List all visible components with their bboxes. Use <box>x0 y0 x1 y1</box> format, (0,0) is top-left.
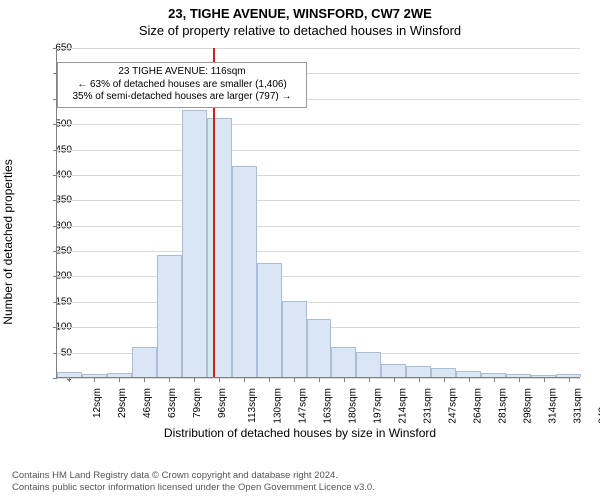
x-tick-label: 130sqm <box>273 388 284 424</box>
histogram-bar <box>157 255 182 377</box>
histogram-bar <box>132 347 157 377</box>
histogram-bar <box>506 374 531 377</box>
gridline <box>57 150 580 151</box>
histogram-bar <box>431 368 456 377</box>
y-axis-label: Number of detached properties <box>1 159 15 324</box>
annotation-line: 23 TIGHE AVENUE: 116sqm <box>64 66 300 79</box>
x-tick-label: 180sqm <box>348 388 359 424</box>
histogram-bar <box>232 166 257 377</box>
histogram-bar <box>331 347 356 377</box>
histogram-bar <box>207 118 232 377</box>
chart-title-sub: Size of property relative to detached ho… <box>0 21 600 38</box>
gridline <box>57 226 580 227</box>
x-tick-label: 314sqm <box>547 388 558 424</box>
annotation-box: 23 TIGHE AVENUE: 116sqm← 63% of detached… <box>57 62 307 108</box>
x-tick-label: 46sqm <box>142 388 153 418</box>
histogram-bar <box>107 373 132 377</box>
histogram-bar <box>282 301 307 377</box>
x-tick-label: 147sqm <box>298 388 309 424</box>
plot-area: 23 TIGHE AVENUE: 116sqm← 63% of detached… <box>56 48 580 378</box>
annotation-line: 35% of semi-detached houses are larger (… <box>64 91 300 104</box>
histogram-bar <box>182 110 207 377</box>
gridline <box>57 302 580 303</box>
chart-title-main: 23, TIGHE AVENUE, WINSFORD, CW7 2WE <box>0 0 600 21</box>
gridline <box>57 175 580 176</box>
x-tick-label: 197sqm <box>373 388 384 424</box>
histogram-bar <box>481 373 506 377</box>
x-tick-label: 264sqm <box>472 388 483 424</box>
gridline <box>57 200 580 201</box>
x-tick-label: 231sqm <box>422 388 433 424</box>
histogram-bar <box>456 371 481 377</box>
gridline <box>57 276 580 277</box>
x-tick-label: 96sqm <box>217 388 228 418</box>
histogram-bar <box>307 319 332 377</box>
gridline <box>57 251 580 252</box>
histogram-bar <box>356 352 381 377</box>
x-tick-label: 12sqm <box>92 388 103 418</box>
annotation-line: ← 63% of detached houses are smaller (1,… <box>64 79 300 92</box>
chart-area: Number of detached properties 0501001502… <box>0 42 600 442</box>
histogram-bar <box>556 374 581 377</box>
footer-line-2: Contains public sector information licen… <box>12 482 375 494</box>
histogram-bar <box>381 364 406 377</box>
footer-line-1: Contains HM Land Registry data © Crown c… <box>12 470 375 482</box>
histogram-bar <box>257 263 282 377</box>
gridline <box>57 48 580 49</box>
gridline <box>57 124 580 125</box>
x-tick-label: 29sqm <box>117 388 128 418</box>
x-tick-label: 281sqm <box>497 388 508 424</box>
histogram-bar <box>531 375 556 377</box>
x-tick-label: 298sqm <box>522 388 533 424</box>
x-tick-label: 247sqm <box>447 388 458 424</box>
x-tick-label: 113sqm <box>247 388 258 423</box>
footer-attribution: Contains HM Land Registry data © Crown c… <box>12 470 375 494</box>
x-axis-label: Distribution of detached houses by size … <box>0 426 600 440</box>
x-tick-label: 331sqm <box>572 388 583 424</box>
histogram-bar <box>406 366 431 377</box>
histogram-bar <box>57 372 82 377</box>
histogram-bar <box>82 374 107 377</box>
x-tick-label: 163sqm <box>323 388 334 424</box>
x-tick-label: 214sqm <box>397 388 408 424</box>
x-tick-label: 63sqm <box>167 388 178 418</box>
x-tick-label: 79sqm <box>192 388 203 418</box>
